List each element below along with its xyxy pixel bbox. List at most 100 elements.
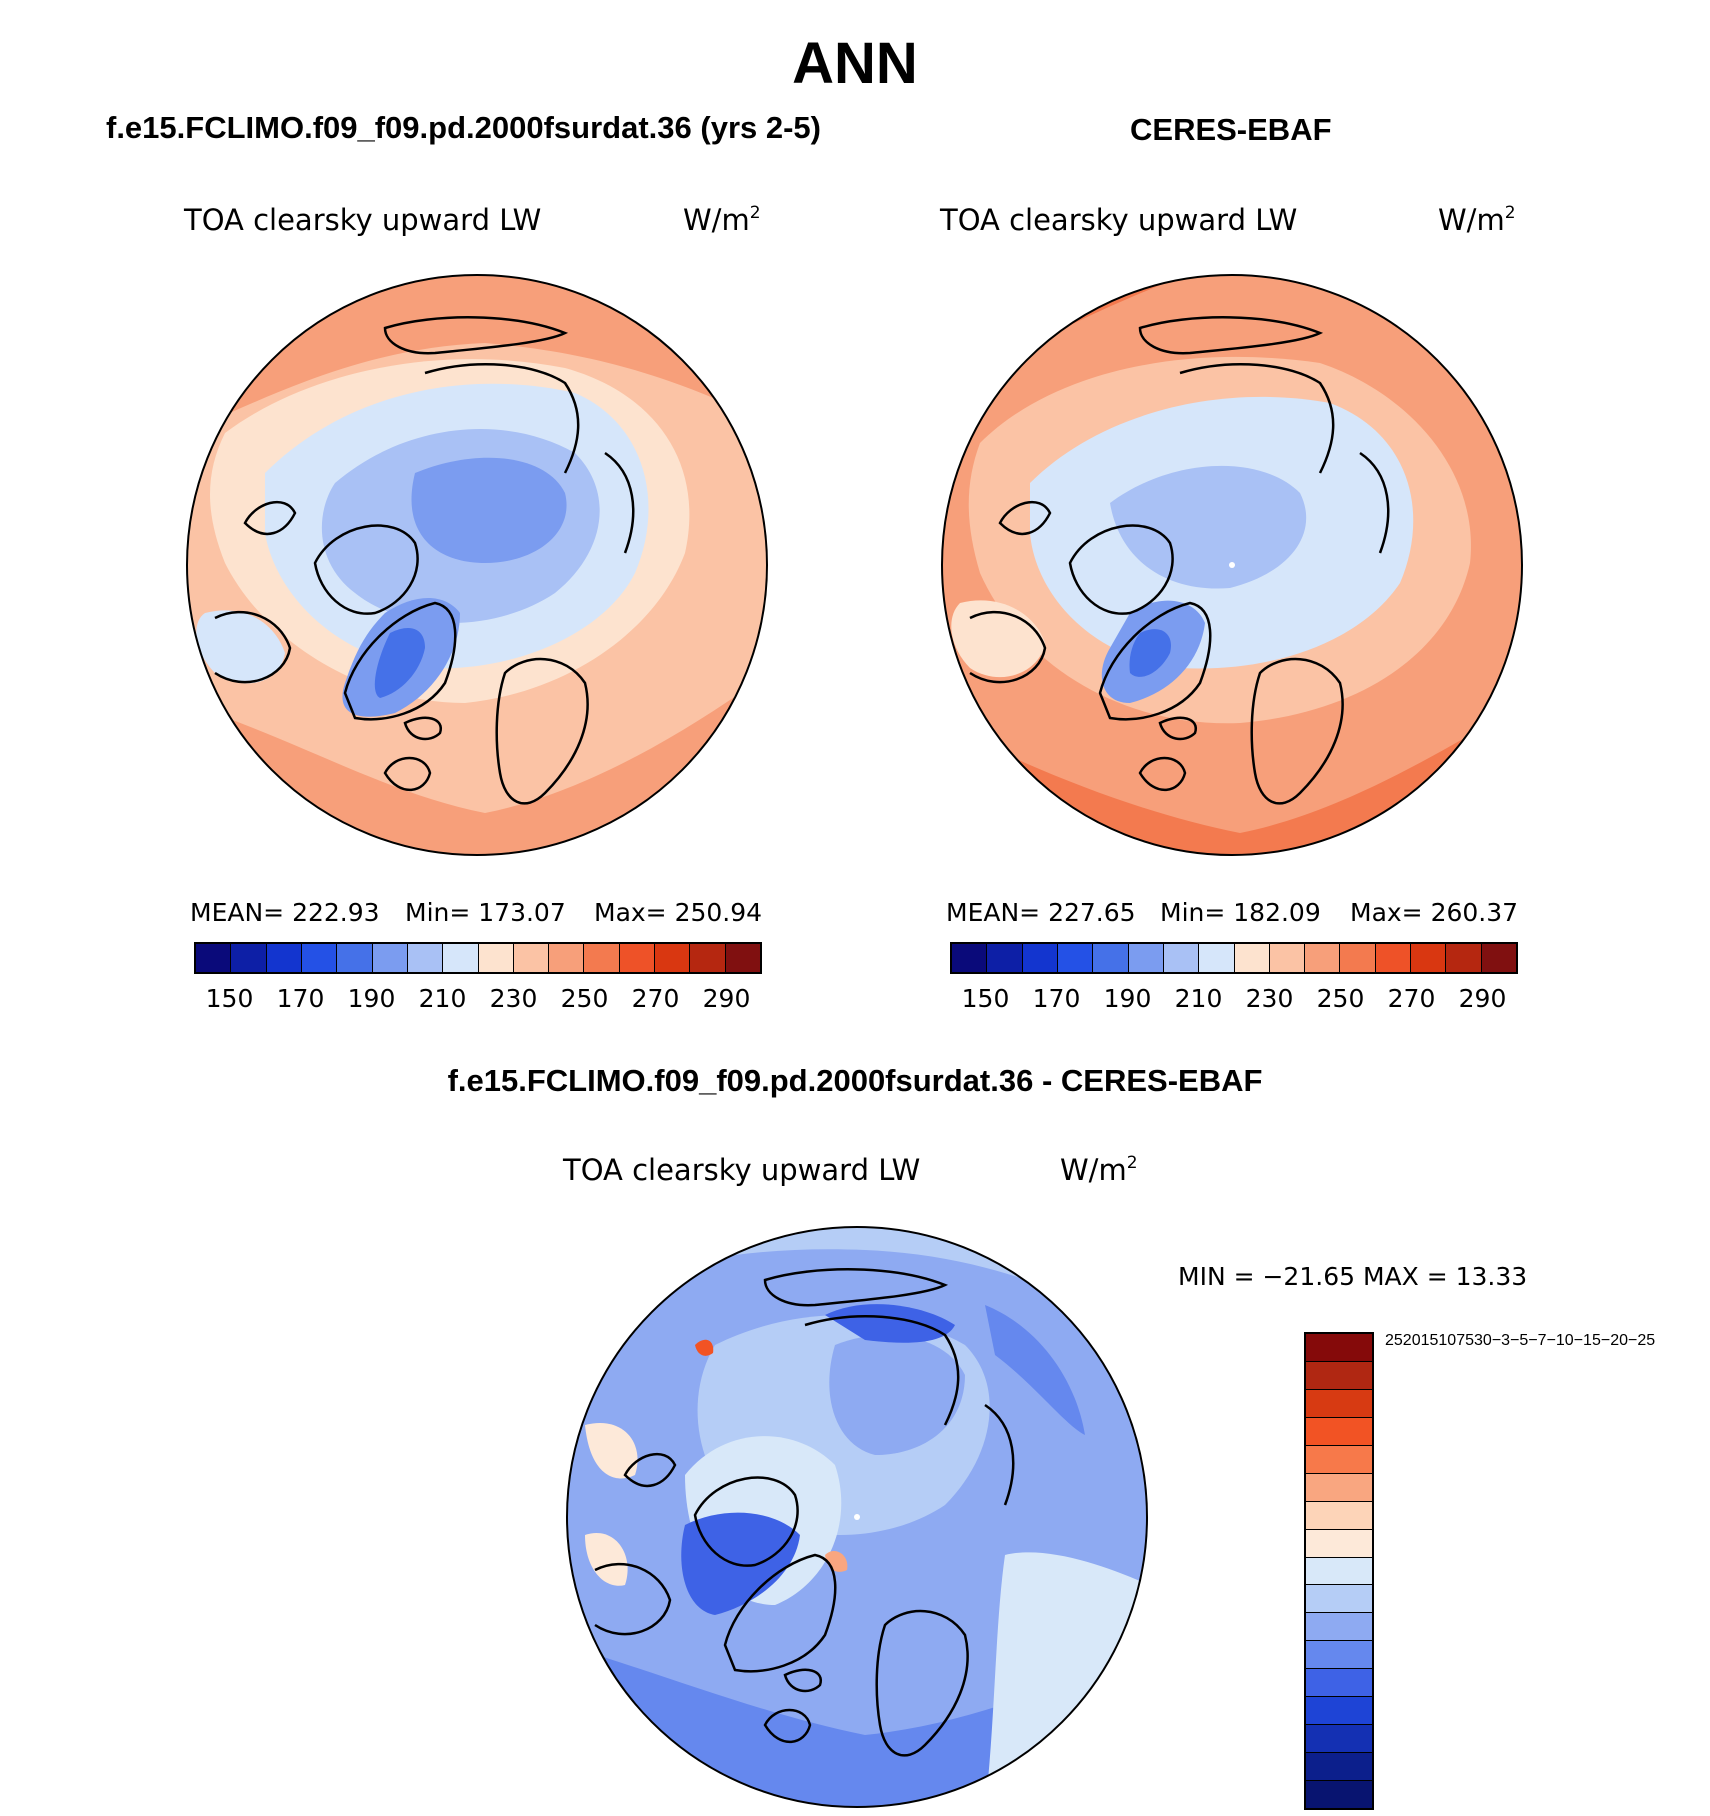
panel-1-colorbar-tick-label: 150 [205, 984, 254, 1013]
diff-colorbar-swatch [1306, 1613, 1372, 1642]
diff-colorbar-swatch [1306, 1473, 1372, 1502]
diff-colorbar-tick-label: −7 [1528, 1332, 1547, 1349]
panel-2-colorbar-tick-label: 150 [961, 984, 1010, 1013]
panel-1-colorbar-swatch [301, 944, 338, 972]
diff-colorbar-tick-label: 25 [1385, 1332, 1403, 1349]
diff-colorbar-swatch [1306, 1389, 1372, 1418]
panel-1-colorbar-swatch [266, 944, 302, 972]
panel-2-colorbar-swatch [1057, 944, 1094, 972]
diff-colorbar-tick-label: 20 [1402, 1332, 1421, 1349]
panel-2-colorbar-tick-label: 270 [1387, 984, 1436, 1013]
panel-2-colorbar-swatch [1446, 944, 1482, 972]
panel-2-units-label: W/m2 [1438, 203, 1516, 237]
panel-1-colorbar-swatch [619, 944, 656, 972]
panel-2-colorbar [950, 942, 1518, 974]
panel-1-colorbar-swatch [584, 944, 620, 972]
panel-1-colorbar-swatch [372, 944, 408, 972]
diff-colorbar [1304, 1332, 1374, 1810]
diff-colorbar-swatch [1306, 1641, 1372, 1670]
diff-colorbar-tick-label: 10 [1438, 1332, 1457, 1349]
diff-min-max-text: MIN = −21.65 MAX = 13.33 [1178, 1262, 1528, 1291]
diff-variable-label: TOA clearsky upward LW [563, 1153, 921, 1187]
panel-2-colorbar-tick-label: 170 [1032, 984, 1081, 1013]
panel-2-colorbar-swatch [1375, 944, 1412, 972]
panel-2-colorbar-swatch [1481, 944, 1516, 972]
panel-2-colorbar-swatch [1269, 944, 1306, 972]
panel-1-colorbar-swatch [478, 944, 514, 972]
panel-1-colorbar-swatch [513, 944, 550, 972]
panel-1-colorbar-tick-label: 250 [560, 984, 609, 1013]
diff-colorbar-swatch [1306, 1725, 1372, 1754]
diff-colorbar-tick-label: −15 [1573, 1332, 1601, 1349]
diff-polar-map [566, 1226, 1148, 1808]
diff-colorbar-swatch [1306, 1697, 1372, 1726]
panel-2-colorbar-swatch [1022, 944, 1058, 972]
panel-1-colorbar [194, 942, 762, 974]
panel-2-colorbar-tick-label: 250 [1316, 984, 1365, 1013]
panel-2-colorbar-swatch [1093, 944, 1129, 972]
panel-2-min-stat: Min= 182.09 [1160, 898, 1321, 927]
diff-colorbar-tick-label: −25 [1627, 1332, 1656, 1349]
diff-colorbar-swatch [1306, 1529, 1372, 1558]
diff-colorbar-swatch [1306, 1417, 1372, 1446]
panel-2-colorbar-swatch [1234, 944, 1270, 972]
panel-2-colorbar-tick-label: 210 [1174, 984, 1223, 1013]
diff-colorbar-tick-label: 15 [1420, 1332, 1439, 1349]
panel-1-colorbar-ticks: 150 170 190 210 230 250 270 290 [194, 984, 762, 1014]
diff-colorbar-swatch [1306, 1445, 1372, 1474]
panel-2-title: CERES-EBAF [1130, 112, 1332, 147]
diff-colorbar-swatch [1306, 1753, 1372, 1781]
panel-1-colorbar-tick-label: 170 [276, 984, 325, 1013]
panel-2-colorbar-tick-label: 190 [1103, 984, 1152, 1013]
panel-1-colorbar-swatch [690, 944, 726, 972]
diff-colorbar-swatch [1306, 1361, 1372, 1390]
diff-units-label: W/m2 [1060, 1153, 1138, 1187]
panel-1-colorbar-tick-label: 210 [418, 984, 467, 1013]
diff-colorbar-tick-label: −10 [1546, 1332, 1574, 1349]
diff-colorbar-swatch [1306, 1669, 1372, 1698]
panel-1-mean-stat: MEAN= 222.93 [190, 898, 380, 927]
panel-1-colorbar-swatch [725, 944, 760, 972]
diff-colorbar-swatch [1306, 1557, 1372, 1586]
panel-2-colorbar-tick-label: 290 [1458, 984, 1507, 1013]
panel-2-max-stat: Max= 260.37 [1350, 898, 1519, 927]
panel-2-colorbar-tick-label: 230 [1245, 984, 1294, 1013]
panel-1-units-label: W/m2 [683, 203, 761, 237]
diff-colorbar-ticks: 252015107530−3−5−7−10−15−20−25 [1385, 1332, 1655, 1810]
season-title: ANN [792, 31, 918, 96]
diff-colorbar-tick-label: −5 [1510, 1332, 1529, 1349]
panel-2-colorbar-ticks: 150 170 190 210 230 250 270 290 [950, 984, 1518, 1014]
panel-2-variable-label: TOA clearsky upward LW [940, 203, 1298, 237]
diff-colorbar-swatch [1306, 1585, 1372, 1614]
diff-colorbar-tick-label: 0 [1482, 1332, 1492, 1349]
panel-1-colorbar-swatch [655, 944, 691, 972]
panel-1-colorbar-tick-label: 230 [489, 984, 538, 1013]
panel-2-mean-stat: MEAN= 227.65 [946, 898, 1136, 927]
diff-colorbar-tick-label: 3 [1474, 1332, 1483, 1349]
panel-2-colorbar-swatch [1340, 944, 1376, 972]
diff-colorbar-tick-label: 7 [1456, 1332, 1466, 1349]
panel-1-colorbar-swatch [443, 944, 479, 972]
panel-2-colorbar-swatch [1163, 944, 1200, 972]
panel-2-colorbar-swatch [1411, 944, 1447, 972]
panel-1-polar-map [186, 274, 768, 856]
panel-1-colorbar-swatch [196, 944, 232, 972]
panel-2-colorbar-swatch [987, 944, 1023, 972]
panel-1-colorbar-swatch [231, 944, 267, 972]
diff-colorbar-swatch [1306, 1334, 1372, 1362]
diff-colorbar-tick-label: 5 [1465, 1332, 1474, 1349]
panel-2-colorbar-swatch [1199, 944, 1235, 972]
panel-1-colorbar-tick-label: 190 [347, 984, 396, 1013]
diff-colorbar-tick-label: −20 [1600, 1332, 1628, 1349]
panel-2-colorbar-swatch [1305, 944, 1341, 972]
panel-1-colorbar-swatch [407, 944, 444, 972]
diff-colorbar-swatch [1306, 1781, 1372, 1808]
panel-1-colorbar-swatch [337, 944, 373, 972]
panel-1-max-stat: Max= 250.94 [594, 898, 763, 927]
panel-1-colorbar-swatch [549, 944, 585, 972]
panel-2-colorbar-swatch [1128, 944, 1164, 972]
panel-2-colorbar-swatch [952, 944, 988, 972]
diff-title: f.e15.FCLIMO.f09_f09.pd.2000fsurdat.36 -… [447, 1063, 1263, 1098]
diff-colorbar-swatch [1306, 1501, 1372, 1530]
panel-2-polar-map [941, 274, 1523, 856]
